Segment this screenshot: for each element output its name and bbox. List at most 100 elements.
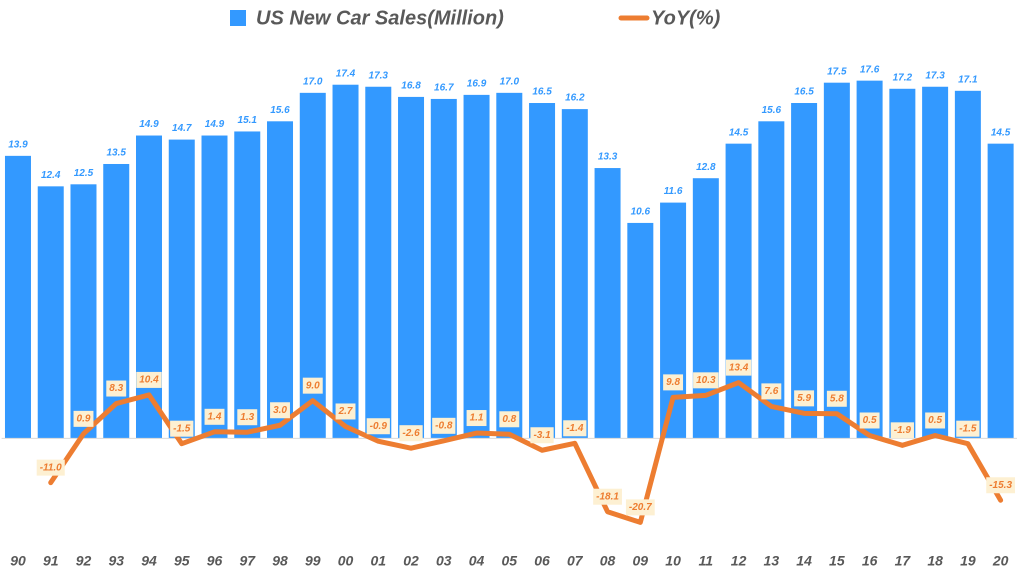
x-tick-label: 00: [338, 553, 354, 569]
bar-value-label: 17.4: [336, 68, 356, 79]
bar: [725, 143, 752, 439]
line-label-box: [136, 371, 162, 388]
line-label-box: [335, 403, 356, 420]
x-tick-label: 09: [633, 553, 649, 569]
line-value-label: 0.5: [928, 415, 942, 426]
x-tick-label: 15: [829, 553, 845, 569]
line-label-box: [302, 377, 323, 394]
line-value-label: 13.4: [729, 362, 749, 373]
line-label-box: [499, 411, 520, 428]
bar-value-label: 17.0: [303, 76, 323, 87]
bar: [954, 90, 981, 439]
x-tick-label: 99: [305, 553, 321, 569]
bar: [37, 186, 64, 439]
line-value-label: 7.6: [764, 386, 778, 397]
line-label-box: [399, 425, 423, 442]
x-tick-label: 95: [174, 553, 190, 569]
x-tick-label: 96: [207, 553, 223, 569]
legend-label: US New Car Sales(Million): [256, 7, 504, 29]
line-value-label: -3.1: [533, 430, 551, 441]
line-label-box: [593, 488, 622, 505]
bar: [168, 139, 195, 439]
line-value-label: -20.7: [629, 502, 652, 513]
bar-value-label: 17.3: [369, 70, 389, 81]
bar-value-label: 13.9: [8, 139, 28, 150]
bar: [496, 92, 523, 439]
bar-value-label: 12.4: [41, 170, 61, 181]
bar: [529, 103, 556, 439]
legend-label: YoY(%): [651, 7, 721, 29]
x-tick-label: 12: [731, 553, 747, 569]
line-value-label: 9.0: [306, 380, 320, 391]
bar: [463, 94, 490, 439]
line-label-box: [956, 420, 980, 437]
bar-value-label: 12.5: [74, 168, 94, 179]
line-label-box: [693, 372, 719, 389]
line-label-box: [725, 359, 752, 376]
x-tick-label: 02: [403, 553, 419, 569]
line-value-label: -18.1: [596, 491, 619, 502]
bar: [823, 82, 850, 439]
bar-value-label: 16.5: [794, 87, 814, 98]
x-tick-label: 91: [43, 553, 59, 569]
bar: [267, 121, 294, 439]
line-value-label: 1.4: [208, 411, 222, 422]
line-value-label: 2.7: [338, 406, 353, 417]
line-label-box: [237, 409, 258, 426]
bar-value-label: 14.9: [139, 119, 159, 130]
line-value-label: 10.4: [139, 375, 159, 386]
line-label-box: [625, 499, 655, 516]
bar-value-label: 14.9: [205, 119, 225, 130]
bar: [365, 86, 392, 439]
bar: [430, 98, 457, 439]
line-label-box: [530, 427, 554, 444]
x-tick-label: 18: [927, 553, 943, 569]
line-value-label: 1.1: [470, 413, 484, 424]
x-tick-label: 08: [600, 553, 616, 569]
bar-value-label: 16.8: [401, 81, 421, 92]
bar-value-label: 10.6: [631, 207, 651, 218]
bar-value-label: 12.8: [696, 162, 716, 173]
bar-value-label: 17.1: [958, 74, 978, 85]
line-label-box: [794, 390, 815, 407]
x-tick-label: 90: [10, 553, 26, 569]
line-value-label: -11.0: [40, 462, 62, 473]
line-label-box: [761, 383, 782, 400]
line-label-box: [986, 477, 1016, 494]
bar-value-label: 17.6: [860, 64, 880, 75]
x-tick-label: 14: [796, 553, 812, 569]
line-value-label: -1.5: [959, 423, 977, 434]
line: [48, 380, 1004, 525]
line-label-box: [36, 459, 65, 476]
line-value-label: 5.9: [797, 393, 811, 404]
bar: [594, 168, 621, 439]
bar-value-label: 14.5: [729, 127, 749, 138]
bar-value-label: 17.5: [827, 66, 847, 77]
bar: [4, 155, 31, 439]
line-value-label: -1.9: [894, 425, 912, 436]
bar: [332, 84, 359, 439]
line-label-box: [663, 374, 684, 391]
line-label-box: [859, 412, 880, 429]
line-label-box: [925, 412, 946, 429]
line-label-box: [366, 418, 390, 435]
bar: [398, 96, 425, 439]
x-tick-label: 11: [699, 553, 714, 569]
x-tick-label: 06: [534, 553, 550, 569]
x-tick-label: 10: [665, 553, 681, 569]
line-label-box: [73, 410, 94, 427]
bar-value-label: 15.6: [270, 105, 290, 116]
bar: [201, 135, 228, 439]
line-label-box: [270, 402, 290, 419]
x-tick-label: 05: [502, 553, 518, 569]
x-tick-label: 03: [436, 553, 452, 569]
line-value-label: -15.3: [989, 480, 1012, 491]
line-value-label: -0.8: [435, 420, 453, 431]
x-tick-label: 92: [76, 553, 92, 569]
line-value-label: 0.9: [77, 413, 91, 424]
line-value-label: 10.3: [696, 375, 716, 386]
bar-value-label: 13.3: [598, 152, 618, 163]
line-label-box: [890, 422, 914, 439]
line-value-label: 1.3: [240, 412, 254, 423]
x-tick-label: 93: [108, 553, 124, 569]
